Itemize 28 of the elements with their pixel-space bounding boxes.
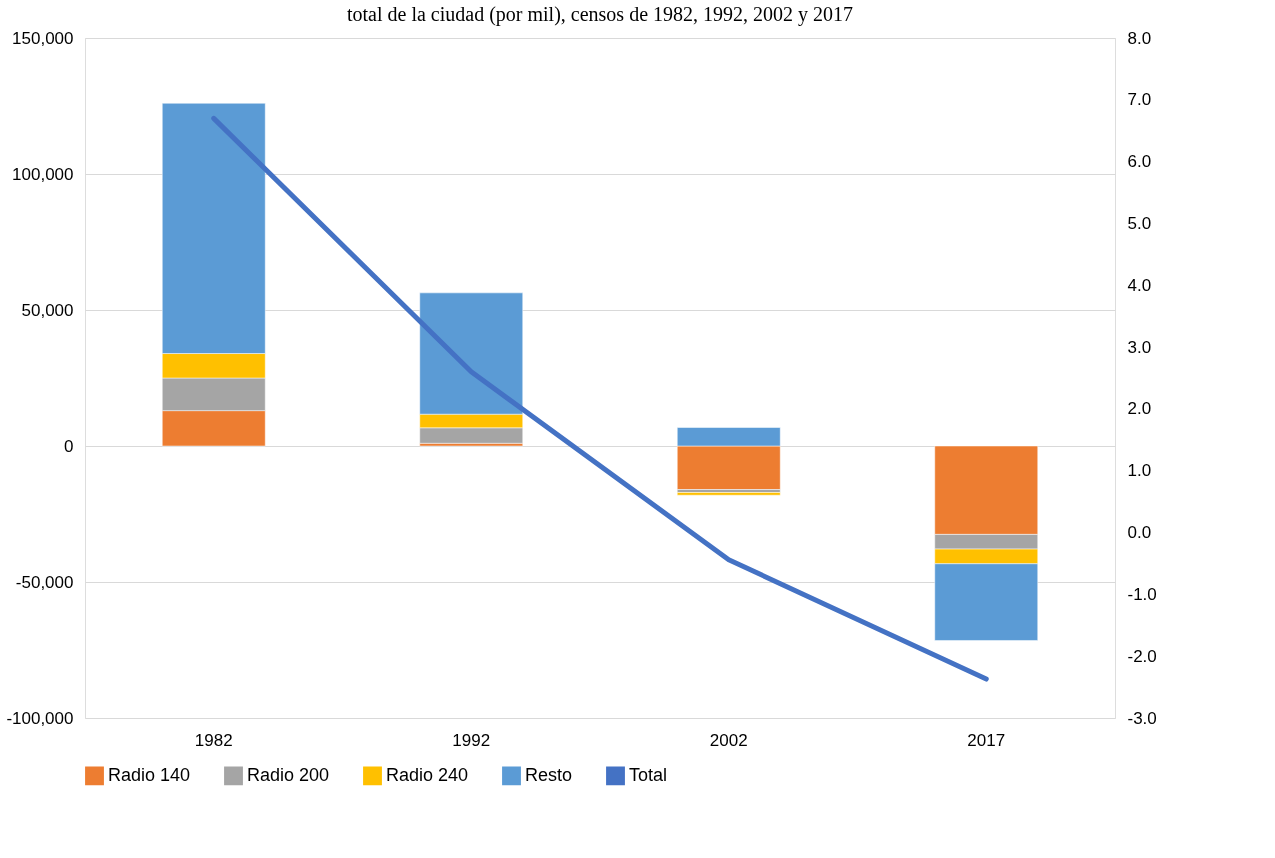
y-tick-label: -100,000 xyxy=(6,708,74,728)
y2-tick-label: -3.0 xyxy=(1127,708,1157,728)
legend-label: Resto xyxy=(525,764,573,785)
legend-label: Total xyxy=(629,764,668,785)
y2-tick-label: 6.0 xyxy=(1127,152,1152,172)
y-tick-label: 0 xyxy=(64,436,74,456)
y2-tick-label: 5.0 xyxy=(1127,213,1152,233)
y2-tick-label: -2.0 xyxy=(1127,646,1157,666)
y2-tick-label: 8.0 xyxy=(1127,28,1152,48)
y-tick-label: 100,000 xyxy=(12,164,74,184)
y2-tick-label: -1.0 xyxy=(1127,584,1157,604)
legend-label: Radio 200 xyxy=(247,764,330,785)
y2-tick-label: 7.0 xyxy=(1127,90,1152,110)
y-tick-label: -50,000 xyxy=(15,572,74,592)
chart-title: total de la ciudad (por mil), censos de 1982, 1992, 2002 y 2017 xyxy=(346,3,854,26)
x-tick-label: 2002 xyxy=(709,730,748,750)
x-tick-label: 2017 xyxy=(967,730,1006,750)
y-tick-label: 150,000 xyxy=(12,28,74,48)
y2-tick-label: 3.0 xyxy=(1127,337,1152,357)
legend-label: Radio 240 xyxy=(386,764,469,785)
y2-tick-label: 0.0 xyxy=(1127,523,1152,543)
y2-tick-label: 2.0 xyxy=(1127,399,1152,419)
y2-tick-label: 1.0 xyxy=(1127,461,1152,481)
x-tick-label: 1992 xyxy=(452,730,491,750)
legend-label: Radio 140 xyxy=(108,764,191,785)
y-tick-label: 50,000 xyxy=(21,300,74,320)
x-tick-label: 1982 xyxy=(194,730,233,750)
y2-tick-label: 4.0 xyxy=(1127,275,1152,295)
